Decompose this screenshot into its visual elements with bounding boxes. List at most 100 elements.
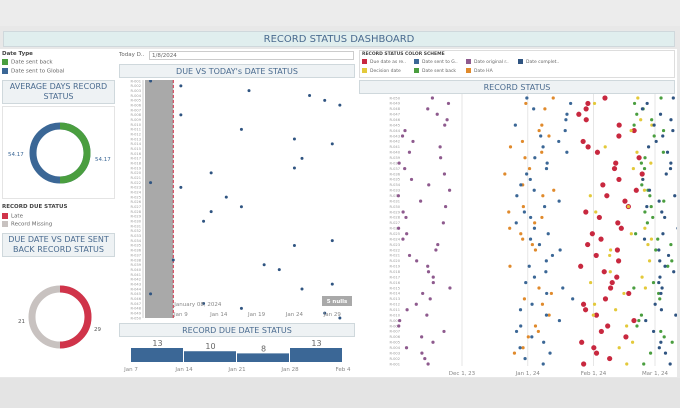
data-point[interactable] [626,204,630,209]
data-point[interactable] [405,308,409,312]
data-point[interactable] [663,264,667,268]
data-point[interactable] [626,290,632,297]
data-point[interactable] [598,328,604,335]
data-point[interactable] [670,259,674,263]
data-point[interactable] [539,134,543,138]
data-point[interactable] [625,324,629,328]
data-point[interactable] [523,156,527,160]
data-point[interactable] [508,226,512,230]
data-point[interactable] [672,270,676,274]
data-point[interactable] [519,324,523,328]
data-point[interactable] [629,232,633,236]
data-point[interactable] [528,177,532,182]
today-date-input[interactable]: 1/8/2024 [149,51,354,60]
data-point[interactable] [637,318,641,323]
data-point[interactable] [593,252,599,259]
data-point[interactable] [616,133,622,139]
data-point[interactable] [224,195,228,199]
data-point[interactable] [658,112,663,116]
data-point[interactable] [662,199,666,203]
data-point[interactable] [674,313,677,317]
data-point[interactable] [583,106,589,112]
data-point[interactable] [631,317,637,324]
data-point[interactable] [652,123,656,127]
data-point[interactable] [657,346,661,350]
data-point[interactable] [308,94,312,98]
data-point[interactable] [561,286,565,290]
data-point[interactable] [530,242,534,247]
data-point[interactable] [623,334,629,340]
data-point[interactable] [533,221,537,225]
color-scheme-item[interactable]: Date original r.. [466,59,509,65]
data-point[interactable] [398,318,402,323]
data-point[interactable] [549,291,553,296]
data-point[interactable] [514,329,519,334]
data-point[interactable] [632,101,637,106]
data-point[interactable] [524,101,528,106]
data-point[interactable] [591,345,597,351]
data-point[interactable] [647,259,652,263]
data-point[interactable] [630,340,635,344]
data-point[interactable] [513,123,517,127]
data-point[interactable] [662,335,666,339]
data-point[interactable] [239,205,243,209]
data-point[interactable] [544,166,549,171]
data-point[interactable] [544,270,548,274]
data-point[interactable] [608,270,612,274]
data-point[interactable] [209,171,213,175]
data-point[interactable] [414,302,418,306]
data-point[interactable] [262,263,266,267]
data-point[interactable] [518,308,523,312]
data-point[interactable] [431,340,435,344]
data-point[interactable] [640,183,644,187]
data-point[interactable] [601,269,607,275]
donut-slice-sent-back[interactable] [59,122,91,184]
data-point[interactable] [543,204,547,209]
data-point[interactable] [330,142,334,146]
data-point[interactable] [512,351,517,355]
data-point[interactable] [663,351,668,355]
data-point[interactable] [604,193,610,199]
data-point[interactable] [149,181,153,185]
data-point[interactable] [616,176,622,183]
data-point[interactable] [642,362,646,366]
data-point[interactable] [591,313,595,317]
data-point[interactable] [529,215,533,220]
data-point[interactable] [593,312,600,318]
data-point[interactable] [537,128,541,133]
data-point[interactable] [646,242,650,247]
data-point[interactable] [537,242,542,247]
color-scheme-item[interactable]: Due date as re.. [362,59,406,65]
data-point[interactable] [614,308,618,312]
data-point[interactable] [323,98,327,102]
data-point[interactable] [411,139,415,144]
data-point[interactable] [525,96,529,100]
data-point[interactable] [420,351,424,355]
data-point[interactable] [615,220,621,226]
bar[interactable] [290,348,342,362]
data-point[interactable] [209,210,213,214]
data-point[interactable] [661,232,665,236]
data-point[interactable] [665,150,670,154]
data-point[interactable] [649,237,654,241]
data-point[interactable] [446,101,451,106]
data-point[interactable] [179,185,183,189]
data-point[interactable] [532,188,536,192]
data-point[interactable] [656,237,660,241]
data-point[interactable] [239,127,243,131]
data-point[interactable] [522,210,526,214]
data-point[interactable] [602,296,609,302]
nulls-badge[interactable] [322,296,352,306]
data-point[interactable] [537,286,541,290]
data-point[interactable] [578,263,584,269]
data-point[interactable] [666,253,671,258]
color-scheme-item[interactable]: Date sent back [414,68,456,74]
data-point[interactable] [580,138,586,145]
data-point[interactable] [423,356,427,361]
data-point[interactable] [596,214,602,221]
data-point[interactable] [524,280,528,285]
data-point[interactable] [396,226,401,230]
data-point[interactable] [426,107,430,111]
data-point[interactable] [671,128,675,133]
data-point[interactable] [528,237,533,241]
